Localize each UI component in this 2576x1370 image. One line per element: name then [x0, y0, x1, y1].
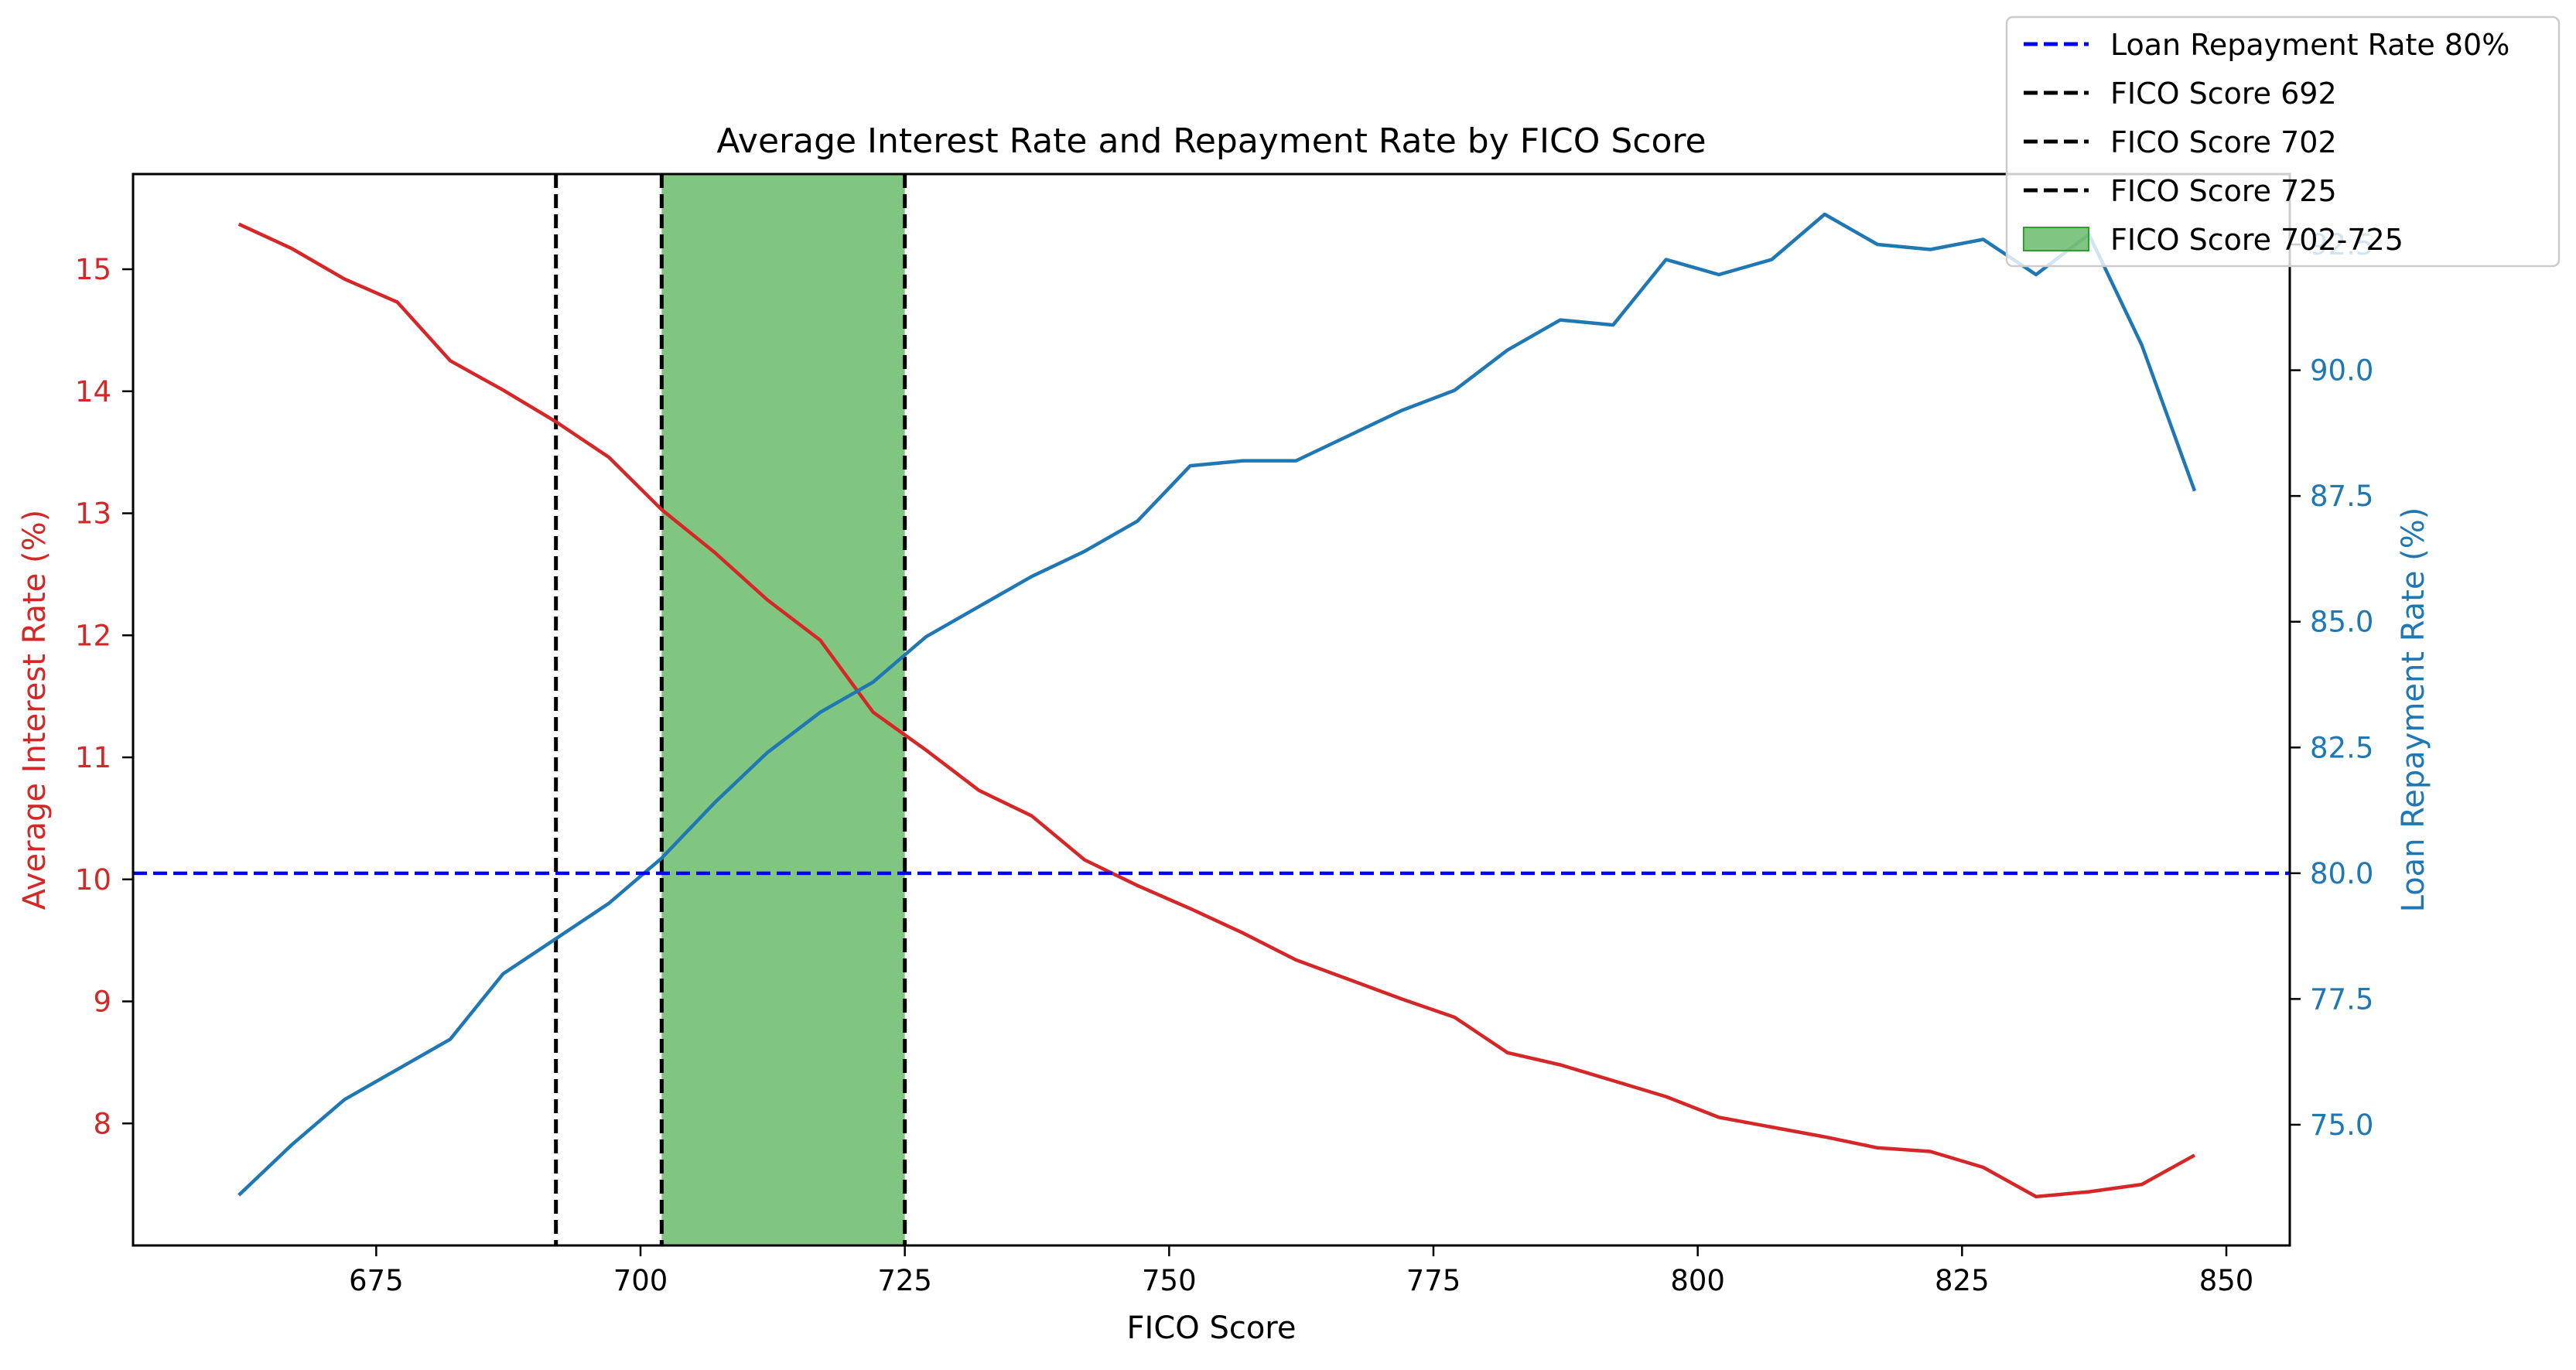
y-left-tick-label: 15 — [75, 253, 111, 286]
legend-label: FICO Score 702-725 — [2110, 223, 2403, 257]
y-left-tick-label: 11 — [75, 741, 111, 774]
y-left-tick-label: 10 — [75, 863, 111, 897]
chart-title: Average Interest Rate and Repayment Rate… — [716, 121, 1706, 161]
y-right-tick-label: 90.0 — [2310, 354, 2373, 388]
y-left-tick-label: 9 — [93, 986, 111, 1019]
legend-label: FICO Score 692 — [2110, 77, 2337, 111]
y-left-tick-label: 14 — [75, 375, 111, 408]
legend-label: FICO Score 702 — [2110, 125, 2337, 159]
y-right-tick-label: 82.5 — [2310, 731, 2373, 764]
fico-band — [661, 174, 905, 1245]
legend-label: FICO Score 725 — [2110, 174, 2337, 208]
interest-rate-line — [237, 222, 2196, 1199]
y-axis-label-left: Average Interest Rate (%) — [17, 510, 53, 910]
x-tick-label: 750 — [1142, 1264, 1197, 1297]
legend-label: Loan Repayment Rate 80% — [2110, 28, 2509, 62]
y-right-tick-label: 85.0 — [2310, 606, 2373, 639]
x-tick-label: 700 — [613, 1264, 668, 1297]
y-axis-label-right: Loan Repayment Rate (%) — [2396, 507, 2431, 913]
legend-box — [2005, 15, 2561, 268]
y-right-tick-label: 77.5 — [2310, 982, 2373, 1016]
y-right-tick-label: 80.0 — [2310, 857, 2373, 890]
repayment-rate-line — [237, 212, 2197, 1197]
plot-frame — [132, 173, 2291, 1247]
y-left-tick-label: 8 — [93, 1107, 111, 1140]
x-tick-label: 675 — [349, 1264, 404, 1297]
y-left-tick-label: 12 — [75, 619, 111, 652]
y-right-tick-label: 87.5 — [2310, 480, 2373, 513]
x-tick-label: 725 — [877, 1264, 932, 1297]
x-tick-label: 825 — [1935, 1264, 1990, 1297]
x-tick-label: 775 — [1406, 1264, 1461, 1297]
x-tick-label: 850 — [2199, 1264, 2254, 1297]
y-right-tick-label: 75.0 — [2310, 1109, 2373, 1142]
legend-swatch-band — [2023, 227, 2089, 251]
x-tick-label: 800 — [1670, 1264, 1725, 1297]
y-left-tick-label: 13 — [75, 497, 111, 531]
x-axis-label: FICO Score — [1127, 1310, 1297, 1346]
